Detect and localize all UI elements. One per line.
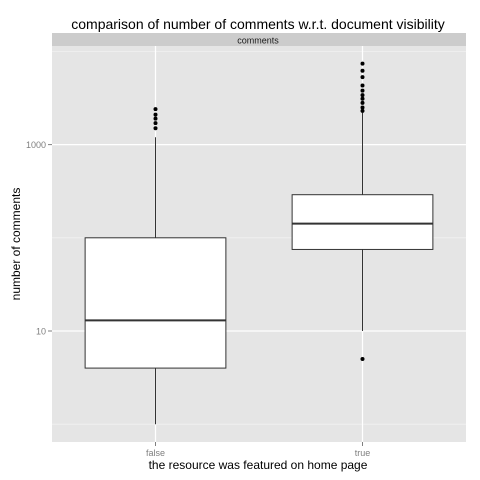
outlier-point — [360, 75, 365, 80]
y-tick-label: 1000 — [26, 140, 46, 150]
outlier-point — [360, 83, 365, 88]
iqr-box — [291, 194, 434, 250]
iqr-box — [84, 237, 227, 369]
outlier-point — [360, 68, 365, 73]
outlier-point — [153, 112, 158, 117]
outlier-point — [153, 116, 158, 121]
y-tick-label: 10 — [36, 327, 46, 337]
outlier-point — [360, 61, 365, 66]
outlier-point — [360, 357, 365, 362]
outlier-point — [360, 96, 365, 101]
outlier-point — [360, 105, 365, 110]
outlier-point — [360, 100, 365, 105]
y-axis-title: number of comments — [9, 188, 23, 301]
outlier-point — [360, 93, 365, 98]
facet-label: comments — [237, 36, 279, 46]
outlier-point — [360, 108, 365, 113]
x-axis-title: the resource was featured on home page — [149, 458, 368, 472]
chart-title: comparison of number of comments w.r.t. … — [71, 16, 444, 32]
facet-strip — [52, 33, 466, 46]
axis-layer: 10 1000 false true — [26, 140, 370, 458]
x-tick-label: false — [146, 448, 165, 458]
outlier-point — [153, 121, 158, 126]
x-tick-label: true — [355, 448, 371, 458]
outlier-point — [153, 107, 158, 112]
box-layer — [84, 61, 434, 425]
outlier-point — [360, 88, 365, 93]
outlier-point — [153, 126, 158, 131]
